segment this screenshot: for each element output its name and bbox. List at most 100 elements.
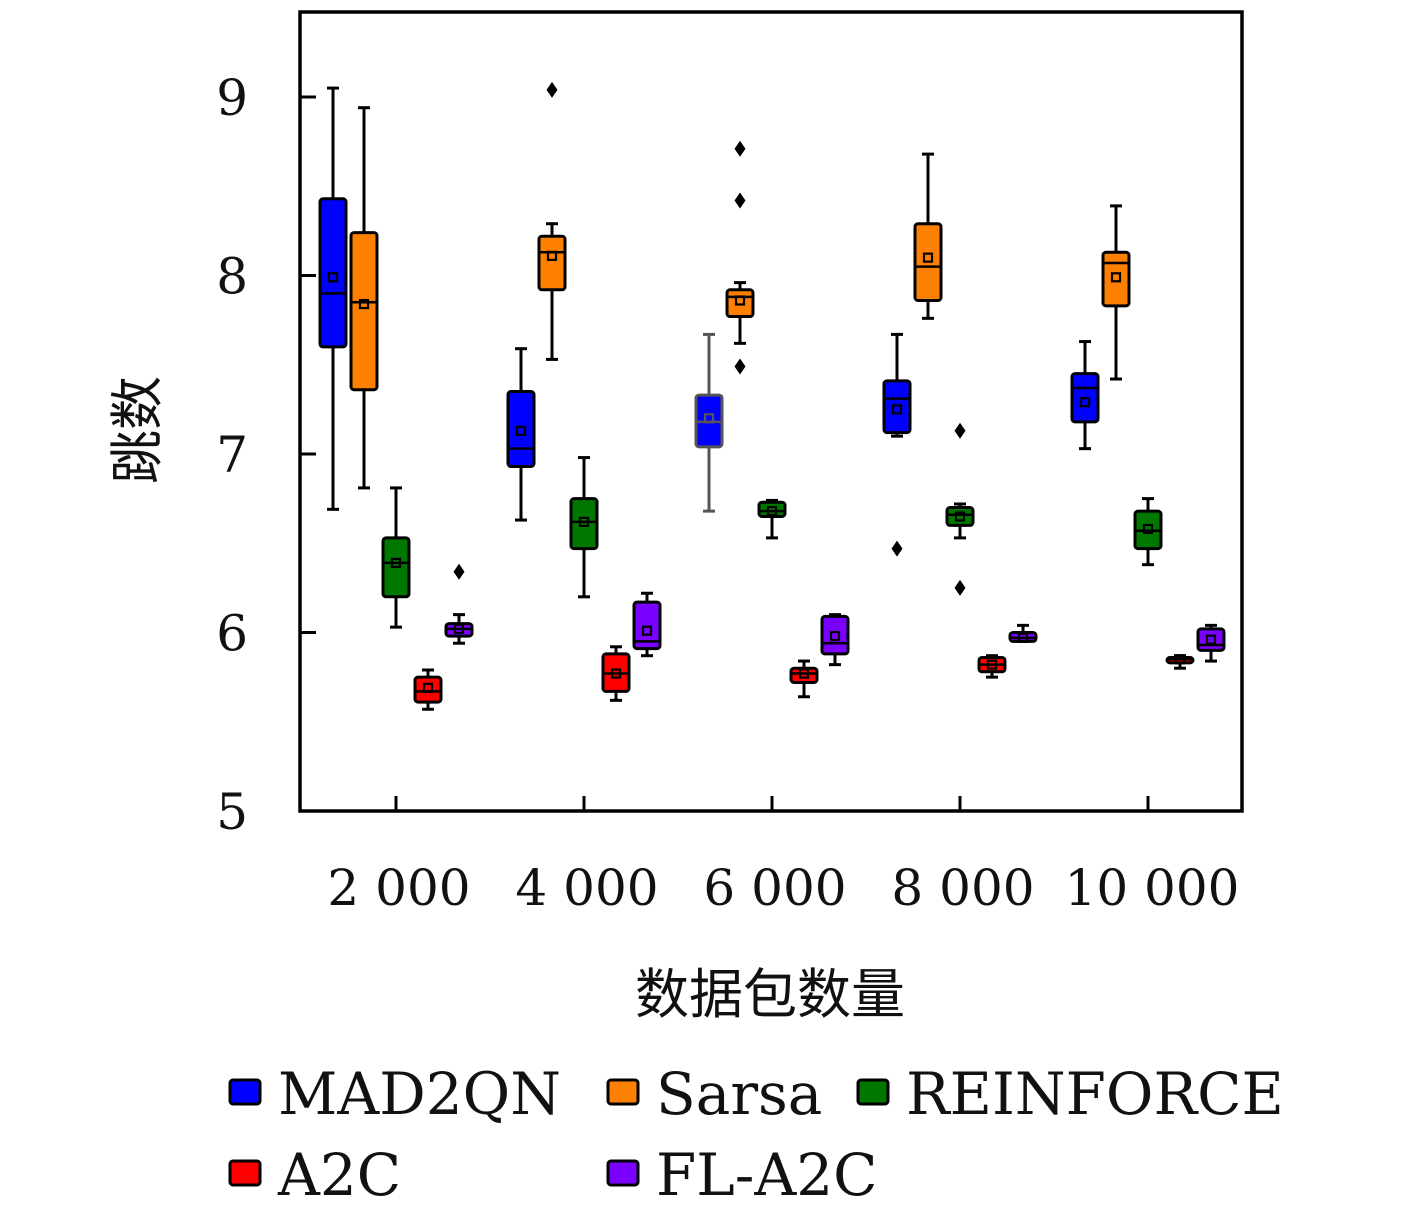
y-tick-label: 8 xyxy=(216,248,248,306)
box-reinforce-4 xyxy=(1133,497,1163,567)
box-mad2qn-4 xyxy=(1070,340,1100,451)
box-sarsa-2 xyxy=(725,140,755,375)
mean-marker xyxy=(1079,397,1091,408)
box-body xyxy=(1101,250,1131,308)
y-tick-label: 5 xyxy=(216,783,248,841)
x-tick-label: 6 000 xyxy=(703,859,846,917)
box-body xyxy=(1196,627,1226,652)
mean-marker xyxy=(546,250,558,261)
mean-marker xyxy=(954,511,966,522)
box-body xyxy=(789,666,819,684)
box-reinforce-0 xyxy=(381,486,411,629)
box-body xyxy=(569,497,599,551)
box-reinforce-1 xyxy=(569,456,599,599)
box-reinforce-2 xyxy=(757,498,787,540)
y-tick-label: 7 xyxy=(216,426,248,484)
x-tick-label: 8 000 xyxy=(891,859,1034,917)
box-body xyxy=(945,506,975,527)
box-fl-a2c-3 xyxy=(1008,623,1038,643)
mean-marker xyxy=(798,668,810,679)
legend-swatch xyxy=(856,1078,890,1106)
legend-label: A2C xyxy=(277,1141,401,1205)
x-tick-label: 4 000 xyxy=(515,859,658,917)
mean-marker xyxy=(986,659,998,670)
legend-swatch xyxy=(606,1159,640,1187)
y-tick-label: 9 xyxy=(216,69,248,127)
outlier-point xyxy=(546,81,558,98)
legend: MAD2QN Sarsa REINFORCE A2C FL-A2C xyxy=(228,1060,1284,1209)
y-tick-label: 6 xyxy=(216,605,248,663)
outlier-point xyxy=(734,140,746,157)
box-body xyxy=(882,379,912,435)
legend-item-fl-a2c: FL-A2C xyxy=(606,1141,878,1209)
box-body xyxy=(413,675,443,704)
legend-label: REINFORCE xyxy=(906,1060,1284,1128)
boxes-layer xyxy=(318,81,1226,711)
box-fl-a2c-1 xyxy=(632,591,662,658)
mean-marker xyxy=(327,272,339,283)
outlier-point xyxy=(453,563,465,580)
mean-marker xyxy=(766,506,778,517)
mean-marker xyxy=(422,682,434,693)
x-tick-label: 2 000 xyxy=(327,859,470,917)
box-sarsa-0 xyxy=(349,106,379,490)
box-body xyxy=(725,288,755,319)
mean-marker xyxy=(1017,632,1029,643)
box-reinforce-3 xyxy=(945,422,975,596)
mean-marker xyxy=(891,404,903,415)
legend-item-mad2qn: MAD2QN xyxy=(228,1060,561,1128)
legend-swatch xyxy=(606,1078,640,1106)
x-axis: 2 000 4 000 6 000 8 000 10 000 xyxy=(327,796,1239,917)
box-mad2qn-3 xyxy=(882,332,912,557)
outlier-point xyxy=(954,579,966,596)
box-sarsa-1 xyxy=(537,81,567,361)
mean-marker xyxy=(610,668,622,679)
legend-label: MAD2QN xyxy=(278,1060,561,1128)
box-a2c-3 xyxy=(977,654,1007,679)
box-mad2qn-2 xyxy=(694,332,724,513)
box-sarsa-3 xyxy=(913,152,943,320)
mean-marker xyxy=(453,623,465,635)
outlier-point xyxy=(891,540,903,557)
box-a2c-2 xyxy=(789,659,819,699)
box-sarsa-4 xyxy=(1101,204,1131,381)
box-fl-a2c-4 xyxy=(1196,623,1226,663)
outlier-point xyxy=(954,422,966,439)
y-axis: 5 6 7 8 9 xyxy=(216,69,316,841)
box-fl-a2c-2 xyxy=(820,613,850,667)
box-a2c-0 xyxy=(413,668,443,711)
box-body xyxy=(757,500,787,518)
box-body xyxy=(632,600,662,651)
legend-label: FL-A2C xyxy=(656,1141,878,1205)
x-axis-title: 数据包数量 xyxy=(635,963,905,1026)
box-mad2qn-1 xyxy=(506,347,536,522)
box-mad2qn-0 xyxy=(318,86,348,511)
mean-marker xyxy=(734,295,746,306)
mean-marker xyxy=(358,298,370,310)
mean-marker xyxy=(1110,272,1122,283)
mean-marker xyxy=(703,413,715,424)
legend-item-a2c: A2C xyxy=(228,1141,401,1209)
box-body xyxy=(820,614,850,656)
legend-swatch xyxy=(228,1159,262,1187)
mean-marker xyxy=(578,516,590,527)
box-body xyxy=(349,231,379,392)
box-body xyxy=(506,390,536,468)
outlier-point xyxy=(734,192,746,209)
mean-marker xyxy=(922,252,934,263)
box-a2c-4 xyxy=(1165,654,1195,670)
mean-marker xyxy=(829,630,841,642)
outlier-point xyxy=(734,358,746,375)
mean-marker xyxy=(515,425,527,436)
x-tick-label: 10 000 xyxy=(1065,859,1240,917)
legend-item-sarsa: Sarsa xyxy=(606,1060,822,1128)
mean-marker xyxy=(641,625,653,636)
box-fl-a2c-0 xyxy=(444,563,474,645)
legend-label: Sarsa xyxy=(656,1060,822,1128)
box-a2c-1 xyxy=(601,645,631,702)
mean-marker xyxy=(1174,654,1186,665)
mean-marker xyxy=(1205,634,1217,645)
y-axis-title: 跳数 xyxy=(106,376,169,484)
